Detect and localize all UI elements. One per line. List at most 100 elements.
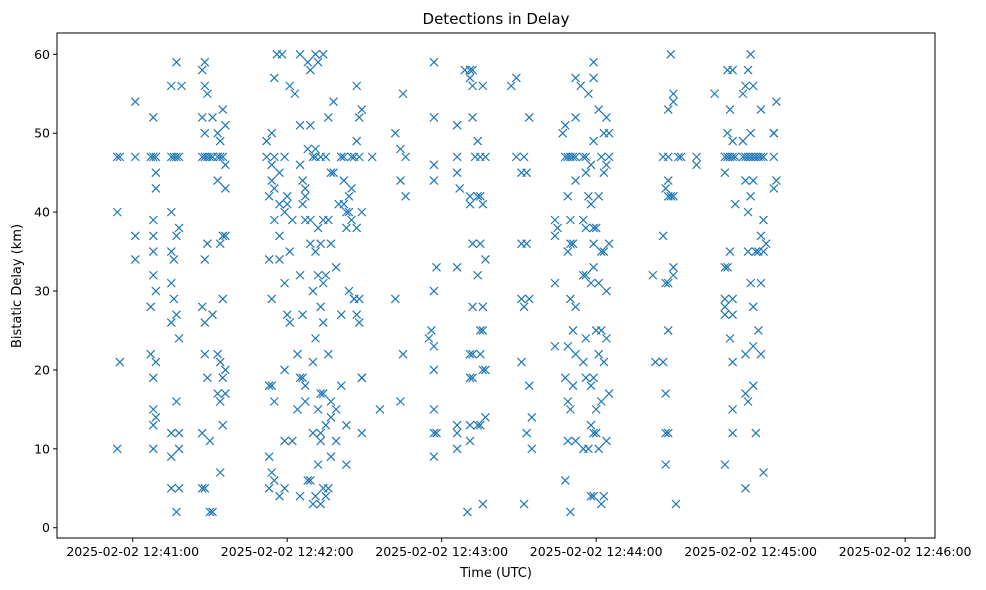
data-point bbox=[581, 333, 591, 343]
data-point bbox=[571, 302, 580, 312]
data-point bbox=[741, 81, 750, 91]
data-point bbox=[329, 97, 338, 107]
data-point bbox=[604, 389, 614, 399]
data-point bbox=[200, 255, 210, 264]
data-point bbox=[586, 199, 596, 209]
data-point bbox=[586, 381, 596, 391]
data-point bbox=[311, 144, 320, 154]
data-point bbox=[478, 302, 488, 312]
data-point bbox=[465, 65, 475, 75]
data-point bbox=[305, 65, 315, 75]
data-point bbox=[589, 373, 599, 383]
data-point bbox=[746, 128, 756, 138]
data-point bbox=[771, 97, 781, 107]
data-point bbox=[452, 120, 462, 130]
data-point bbox=[303, 57, 313, 67]
data-point bbox=[429, 452, 439, 462]
data-point bbox=[668, 89, 678, 99]
data-point bbox=[473, 136, 483, 146]
data-point bbox=[728, 310, 738, 320]
data-point bbox=[746, 278, 756, 288]
data-point bbox=[197, 113, 207, 122]
x-tick-label: 2025-02-02 12:41:00 bbox=[66, 544, 199, 559]
data-point bbox=[771, 176, 781, 185]
data-point bbox=[599, 491, 609, 501]
data-point bbox=[668, 97, 678, 107]
data-point bbox=[316, 436, 326, 446]
data-point bbox=[666, 49, 676, 59]
data-point bbox=[743, 397, 753, 406]
data-point bbox=[478, 326, 488, 335]
data-point bbox=[367, 152, 377, 162]
data-point bbox=[130, 152, 140, 162]
data-point bbox=[166, 81, 176, 91]
data-point bbox=[720, 168, 730, 178]
data-point bbox=[341, 223, 351, 233]
data-point bbox=[200, 349, 210, 359]
data-point bbox=[468, 349, 477, 359]
x-axis-ticks: 2025-02-02 12:41:00 2025-02-02 12:42:00 20… bbox=[66, 538, 972, 559]
data-point bbox=[666, 191, 676, 201]
data-point bbox=[452, 152, 462, 162]
data-point bbox=[146, 349, 156, 359]
data-points bbox=[112, 49, 781, 517]
data-point bbox=[475, 191, 485, 201]
data-point bbox=[429, 365, 439, 375]
data-point bbox=[148, 404, 158, 414]
data-point bbox=[316, 239, 326, 249]
data-point bbox=[596, 499, 606, 509]
data-point bbox=[761, 239, 771, 249]
data-point bbox=[478, 499, 488, 509]
data-point bbox=[720, 460, 730, 470]
data-point bbox=[396, 144, 405, 154]
data-point bbox=[215, 239, 225, 249]
data-point bbox=[166, 483, 176, 493]
data-point bbox=[308, 286, 318, 296]
data-point bbox=[336, 152, 346, 162]
data-point bbox=[200, 81, 210, 91]
data-point bbox=[213, 389, 223, 399]
data-point bbox=[172, 507, 181, 517]
data-point bbox=[316, 389, 326, 399]
data-point bbox=[596, 152, 606, 162]
data-point bbox=[432, 428, 441, 438]
data-point bbox=[293, 404, 302, 414]
data-point bbox=[267, 381, 277, 391]
data-point bbox=[174, 333, 184, 343]
data-point bbox=[558, 128, 568, 138]
data-point bbox=[586, 160, 596, 170]
data-point bbox=[596, 397, 606, 406]
data-point bbox=[560, 373, 570, 383]
data-point bbox=[264, 381, 274, 391]
data-point bbox=[568, 152, 578, 162]
data-point bbox=[401, 152, 411, 162]
y-tick-label: 30 bbox=[34, 284, 50, 299]
data-point bbox=[298, 199, 308, 209]
data-point bbox=[352, 136, 362, 146]
data-point bbox=[275, 491, 284, 501]
data-point bbox=[275, 168, 284, 178]
data-point bbox=[313, 460, 323, 470]
data-point bbox=[465, 373, 475, 383]
data-point bbox=[208, 507, 217, 517]
data-point bbox=[174, 223, 184, 233]
data-point bbox=[519, 499, 529, 509]
data-point bbox=[326, 412, 336, 422]
data-point bbox=[584, 444, 593, 454]
data-point bbox=[589, 428, 599, 438]
data-point bbox=[720, 262, 730, 272]
y-tick-label: 60 bbox=[34, 47, 50, 62]
data-point bbox=[267, 294, 277, 304]
data-point bbox=[668, 191, 678, 201]
data-point bbox=[275, 231, 284, 241]
data-point bbox=[321, 420, 331, 430]
data-point bbox=[331, 404, 341, 414]
data-point bbox=[594, 444, 604, 454]
data-point bbox=[344, 286, 354, 296]
data-point bbox=[589, 239, 599, 249]
data-point bbox=[329, 168, 338, 178]
data-point bbox=[267, 160, 277, 170]
data-point bbox=[220, 120, 230, 130]
data-point bbox=[398, 89, 408, 99]
data-point bbox=[280, 152, 290, 162]
